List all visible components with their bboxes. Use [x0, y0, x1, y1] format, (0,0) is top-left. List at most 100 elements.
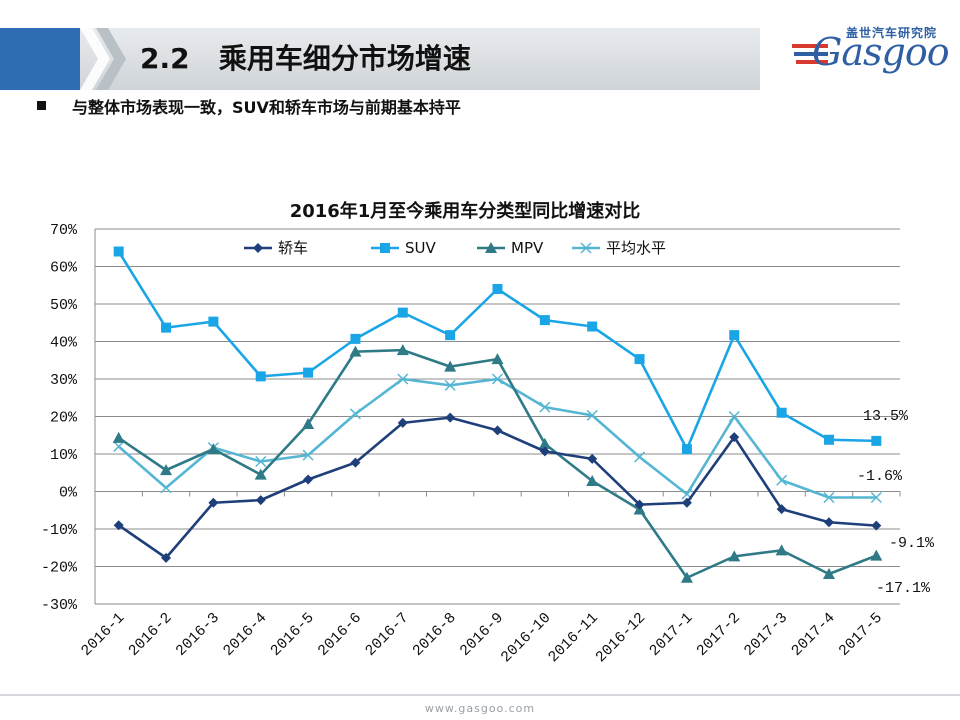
data-point — [491, 373, 504, 385]
data-point — [587, 321, 598, 332]
data-point — [823, 517, 834, 528]
x-marker-stroke — [870, 491, 882, 504]
x-marker-stroke — [349, 408, 361, 420]
legend-label: MPV — [511, 239, 544, 257]
chart-series — [112, 246, 883, 583]
footer-url: www.gasgoo.com — [424, 702, 536, 715]
x-tick-label: 2016-7 — [362, 610, 412, 660]
data-point — [303, 367, 314, 378]
x-marker-stroke — [397, 373, 409, 385]
y-tick-label: 40% — [50, 335, 78, 352]
x-tick-label: 2016-10 — [498, 610, 555, 667]
legend-marker — [380, 243, 390, 253]
series-line — [117, 416, 877, 560]
data-point — [587, 453, 598, 464]
data-point — [349, 345, 362, 357]
data-point — [255, 495, 266, 506]
x-tick-label: 2017-1 — [646, 610, 696, 660]
y-tick-label: 50% — [50, 297, 78, 314]
y-tick-label: -20% — [41, 560, 78, 577]
series-square — [113, 246, 882, 455]
x-tick-label: 2016-4 — [220, 610, 270, 660]
x-marker-stroke — [113, 440, 125, 453]
data-point — [161, 552, 172, 563]
logo-wordmark: Gasgoo — [812, 30, 950, 74]
x-marker-stroke — [491, 373, 504, 385]
x-marker-stroke — [776, 474, 788, 486]
x-marker-stroke — [728, 410, 740, 423]
data-point — [254, 468, 267, 480]
y-tick-label: 20% — [50, 410, 78, 427]
data-point — [112, 431, 125, 443]
x-tick-label: 2016-5 — [267, 610, 317, 660]
data-point — [113, 440, 125, 453]
data-point — [680, 571, 693, 583]
data-point — [397, 417, 408, 428]
logo-stripes-icon — [792, 44, 828, 64]
data-point — [870, 491, 882, 504]
data-point — [444, 379, 456, 391]
end-labels: 13.5% -1.6% -9.1% -17.1% — [857, 408, 935, 597]
data-point — [775, 544, 788, 556]
data-point — [396, 344, 409, 356]
x-tick-label: 2016-11 — [545, 610, 602, 667]
data-point — [871, 520, 882, 531]
end-value-label: 13.5% — [863, 408, 909, 425]
data-point — [586, 475, 599, 486]
y-tick-label: 10% — [50, 447, 78, 464]
series-diamond — [113, 412, 882, 563]
x-tick-label: 2016-2 — [125, 610, 175, 660]
data-point — [634, 499, 645, 510]
end-value-label: -9.1% — [889, 535, 935, 552]
y-tick-label: -30% — [41, 597, 78, 614]
data-point — [492, 425, 503, 436]
legend-marker — [485, 242, 497, 253]
y-axis-ticks: 70% 60% 50% 40% 30% 20% 10% 0% -10% -20% -30% — [41, 222, 78, 614]
data-point — [776, 407, 787, 418]
x-marker-stroke — [681, 488, 693, 500]
data-point — [538, 437, 551, 449]
data-point — [871, 435, 882, 446]
data-point — [539, 446, 550, 457]
data-point — [870, 549, 883, 561]
y-tick-label: 30% — [50, 372, 78, 389]
gasgoo-logo — [790, 22, 950, 82]
data-point — [823, 491, 835, 504]
x-marker-stroke — [302, 449, 314, 461]
data-point — [161, 322, 172, 333]
data-point — [586, 409, 598, 421]
data-point — [445, 330, 456, 341]
x-marker-stroke — [634, 451, 646, 463]
data-point — [681, 497, 692, 508]
title-bar — [0, 28, 760, 90]
x-tick-label: 2017-2 — [694, 610, 744, 660]
data-point — [681, 444, 692, 455]
y-tick-label: 0% — [59, 485, 78, 502]
x-marker-stroke — [580, 242, 592, 254]
y-tick-label: 70% — [50, 222, 78, 239]
data-point — [634, 354, 645, 365]
data-point — [302, 418, 315, 429]
x-tick-label: 2016-12 — [593, 610, 650, 667]
y-tick-label: 60% — [50, 260, 78, 277]
x-tick-label: 2017-5 — [836, 610, 886, 660]
end-value-label: -17.1% — [876, 580, 931, 597]
x-marker-stroke — [444, 379, 456, 391]
x-marker-stroke — [160, 482, 172, 494]
x-tick-label: 2016-6 — [315, 610, 365, 660]
legend-marker — [580, 242, 592, 254]
data-point — [303, 474, 314, 485]
data-point — [397, 373, 409, 385]
page-title: 2.2 乘用车细分市场增速 — [140, 42, 471, 75]
data-point — [491, 353, 504, 365]
series-line — [117, 250, 877, 451]
data-point — [255, 371, 266, 382]
data-point — [822, 568, 835, 579]
data-point — [350, 333, 361, 344]
series-line — [117, 348, 877, 580]
data-point — [634, 451, 646, 463]
data-point — [539, 315, 550, 326]
data-point — [728, 550, 741, 562]
data-point — [349, 408, 361, 420]
data-point — [113, 246, 124, 257]
